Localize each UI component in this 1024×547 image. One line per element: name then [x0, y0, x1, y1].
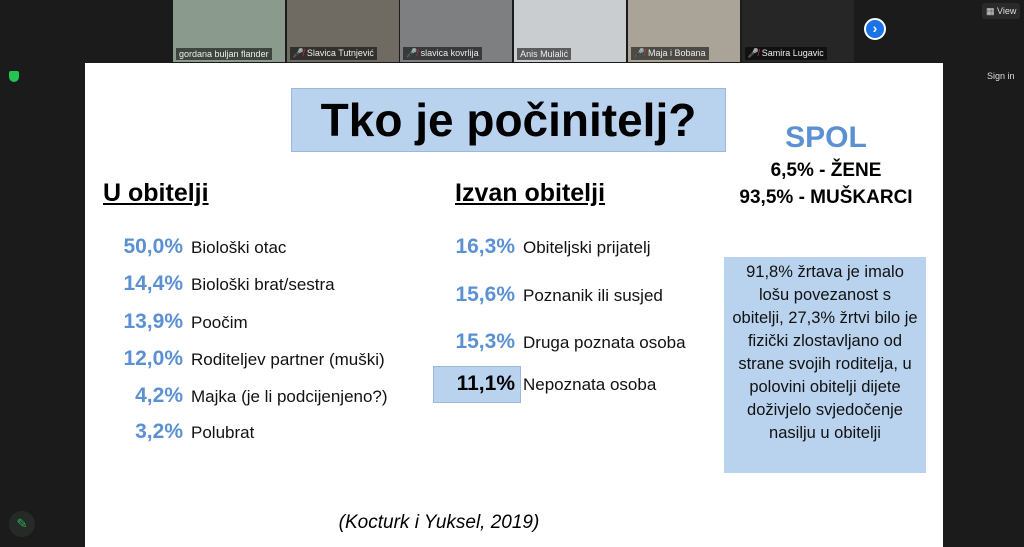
outside-percent: 11,1%	[456, 372, 515, 395]
participant-name: 🎤̸ Samira Lugavic	[744, 47, 827, 60]
slide-title: Tko je počinitelj?	[291, 88, 726, 152]
grid-icon: ▦	[986, 6, 995, 16]
family-percent: 12,0%	[123, 347, 183, 370]
muted-mic-icon: 🎤̸	[292, 48, 304, 58]
family-percent: 13,9%	[123, 310, 183, 333]
family-heading: U obitelji	[103, 179, 209, 207]
sign-in-button[interactable]: Sign in	[987, 71, 1015, 81]
highlight-box	[433, 366, 521, 403]
family-percent: 3,2%	[135, 420, 183, 443]
participant-name: gordana buljan flander	[176, 48, 272, 60]
women-stat: 6,5% - ŽENE	[770, 160, 882, 181]
view-button[interactable]: ▦ View	[982, 3, 1021, 19]
citation: (Kocturk i Yuksel, 2019)	[338, 512, 540, 533]
chevron-right-icon: ›	[872, 20, 878, 36]
family-percent: 14,4%	[123, 272, 183, 295]
annotate-button[interactable]: ✎	[9, 511, 35, 537]
outside-label: Druga poznata osoba	[523, 333, 686, 352]
security-shield-icon	[9, 71, 19, 82]
men-stat: 93,5% - MUŠKARCI	[739, 187, 913, 208]
participant-name: 🎤̸ Slavica Tutnjević	[289, 47, 377, 60]
outside-label: Obiteljski prijatelj	[523, 238, 651, 257]
participant-tile[interactable]: 🎤̸ Maja i Bobana	[627, 0, 740, 62]
participant-tile[interactable]: 🎤̸ slavica kovrlija	[400, 0, 513, 62]
family-label: Roditeljev partner (muški)	[191, 350, 385, 369]
family-label: Poočim	[191, 313, 248, 332]
participant-tile[interactable]: 🎤̸ Samira Lugavic	[741, 0, 854, 62]
gender-heading: SPOL	[785, 121, 867, 154]
participant-tile[interactable]: gordana buljan flander	[173, 0, 285, 62]
outside-label: Nepoznata osoba	[523, 375, 657, 394]
outside-percent: 16,3%	[455, 235, 515, 258]
outside-heading: Izvan obitelji	[455, 179, 606, 207]
family-percent: 50,0%	[123, 235, 183, 258]
participant-name: Anis Mulalić	[517, 48, 572, 60]
pencil-icon: ✎	[16, 516, 28, 531]
participant-tile[interactable]: 🎤̸ Slavica Tutnjević	[286, 0, 399, 62]
participant-tile[interactable]: Anis Mulalić	[514, 0, 627, 62]
family-label: Polubrat	[191, 423, 255, 442]
next-page-button[interactable]: ›	[864, 18, 886, 40]
family-label: Majka (je li podcijenjeno?)	[191, 387, 388, 406]
muted-mic-icon: 🎤̸	[747, 48, 759, 58]
family-label: Biološki brat/sestra	[191, 275, 335, 294]
muted-mic-icon: 🎤̸	[633, 48, 646, 58]
outside-label: Poznanik ili susjed	[523, 286, 663, 305]
outside-percent: 15,3%	[455, 330, 515, 353]
muted-mic-icon: 🎤̸	[406, 48, 418, 58]
participant-name: 🎤̸ Maja i Bobana	[630, 47, 709, 60]
family-label: Biološki otac	[191, 238, 287, 257]
participant-name: 🎤̸ slavica kovrlija	[403, 47, 482, 60]
info-box: 91,8% žrtava je imalo lošu povezanost s …	[724, 257, 926, 473]
outside-percent: 15,6%	[455, 283, 515, 306]
family-percent: 4,2%	[135, 384, 183, 407]
shared-slide: Tko je počinitelj? U obitelji Izvan obit…	[85, 63, 943, 547]
